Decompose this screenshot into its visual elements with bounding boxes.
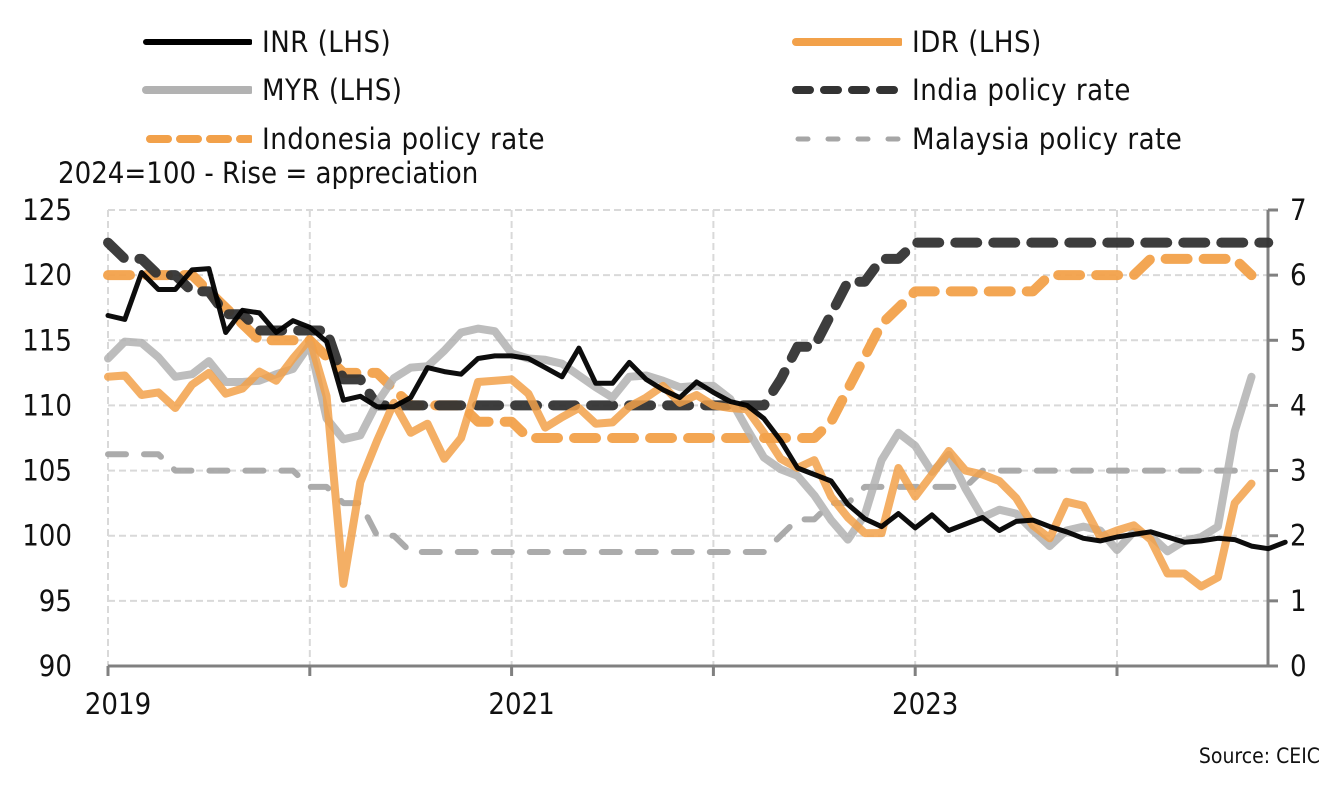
series-line-myr-lhs <box>104 324 1256 556</box>
y-right-tick-label: 3 <box>1290 454 1307 488</box>
axes <box>106 208 1278 676</box>
legend-swatch-india-rate <box>792 86 902 94</box>
legend-item-india-rate: India policy rate <box>790 72 1131 108</box>
legend-swatch-indonesia-rate <box>146 135 252 143</box>
legend-label-idr: IDR (LHS) <box>912 25 1042 59</box>
series-lines <box>103 237 1288 591</box>
x-tick-label: 2019 <box>85 687 151 721</box>
y-right-tick-label: 4 <box>1290 388 1307 422</box>
grid <box>107 209 1268 666</box>
y-right-tick-label: 5 <box>1290 323 1307 357</box>
series-line-india-policy-rate <box>103 237 1274 411</box>
y-left-tick-label: 115 <box>22 323 72 357</box>
legend-label-inr: INR (LHS) <box>262 25 392 59</box>
tick-labels: 90 95 100 105 110 115 120 125 0 1 2 3 4 5 6 7 2019 2021 20… <box>22 193 1306 721</box>
y-left-tick-label: 100 <box>22 519 72 553</box>
x-tick-label: 2023 <box>892 687 958 721</box>
legend-item-inr: INR (LHS) <box>140 24 391 60</box>
y-right-tick-label: 6 <box>1290 258 1307 292</box>
legend-label-myr: MYR (LHS) <box>262 73 403 107</box>
legend-swatch-myr <box>142 86 252 94</box>
source-note: Source: CEIC <box>1198 744 1320 768</box>
series-line-idr-lhs <box>104 335 1256 591</box>
x-tick-label: 2021 <box>488 687 554 721</box>
legend-label-malaysia-rate: Malaysia policy rate <box>912 122 1183 156</box>
legend-label-indonesia-rate: Indonesia policy rate <box>262 122 546 156</box>
y-left-tick-label: 105 <box>22 454 72 488</box>
legend-swatch-idr <box>792 38 902 46</box>
y-right-tick-label: 2 <box>1290 519 1307 553</box>
y-left-tick-label: 125 <box>22 193 72 227</box>
y-left-tick-label: 110 <box>22 388 72 422</box>
y-left-tick-label: 90 <box>39 649 72 683</box>
series-line-inr-lhs <box>105 266 1288 552</box>
legend-swatch-inr <box>143 39 252 45</box>
chart-subtitle: 2024=100 - Rise = appreciation <box>58 156 479 190</box>
legend-item-idr: IDR (LHS) <box>790 24 1042 60</box>
y-left-tick-label: 120 <box>22 258 72 292</box>
y-left-tick-label: 95 <box>39 584 72 618</box>
y-right-tick-label: 0 <box>1290 649 1307 683</box>
y-right-tick-label: 7 <box>1290 193 1307 227</box>
series-line-malaysia-policy-rate <box>105 451 1255 555</box>
y-right-tick-label: 1 <box>1290 584 1307 618</box>
legend-item-myr: MYR (LHS) <box>140 72 402 108</box>
legend-item-indonesia-rate: Indonesia policy rate <box>140 121 545 157</box>
legend-label-india-rate: India policy rate <box>912 73 1131 107</box>
legend-item-malaysia-rate: Malaysia policy rate <box>790 121 1182 157</box>
series-line-indonesia-policy-rate <box>103 253 1257 443</box>
